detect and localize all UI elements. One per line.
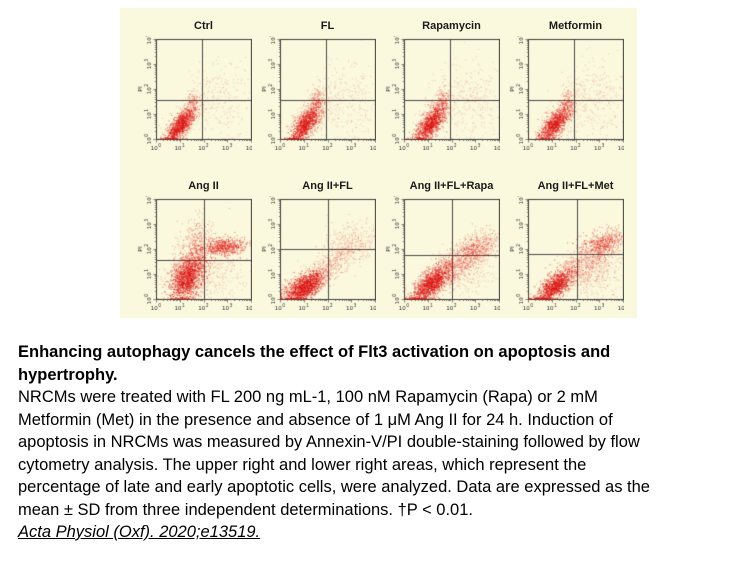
scatter-plot-ang-ii-fl-rapa: [376, 196, 500, 310]
citation-link[interactable]: Acta Physiol (Oxf). 2020;e13519.: [18, 523, 261, 541]
panel-title: Ang II+FL+Rapa: [409, 180, 494, 192]
caption-body-line: apoptosis in NRCMs was measured by Annex…: [18, 433, 640, 451]
fc-panel-ang-ii: Ang II: [128, 178, 252, 328]
caption-body-line: cytometry analysis. The upper right and …: [18, 455, 587, 474]
fc-panel-ctrl: Ctrl: [128, 18, 252, 168]
caption-body-line: percentage of late and early apoptotic c…: [18, 478, 650, 496]
caption-body-line: mean ± SD from three independent determi…: [18, 500, 473, 519]
panel-title: Ang II: [188, 180, 219, 192]
fc-panel-fl: FL: [252, 18, 376, 168]
caption-body-line: Metformin (Met) in the presence and abse…: [18, 410, 613, 429]
caption-body-line: NRCMs were treated with FL 200 ng mL-1, …: [18, 388, 598, 406]
scatter-plot-ang-ii-fl-met: [500, 196, 624, 310]
scatter-plot-ang-ii: [128, 196, 252, 310]
panel-title: FL: [320, 20, 335, 32]
fc-panel-ang-ii-fl-rapa: Ang II+FL+Rapa: [376, 178, 500, 328]
panel-title: Ang II+FL+Met: [537, 180, 614, 192]
fc-panel-metformin: Metformin: [500, 18, 624, 168]
fc-panel-ang-ii-fl-met: Ang II+FL+Met: [500, 178, 624, 328]
panel-title: Rapamycin: [422, 20, 481, 32]
figure-caption: Enhancing autophagy cancels the effect o…: [18, 341, 755, 544]
scatter-plot-fl: [252, 36, 376, 150]
scatter-plot-metformin: [500, 36, 624, 150]
fc-panel-rapamycin: Rapamycin: [376, 18, 500, 168]
panel-title: Ang II+FL: [302, 180, 353, 192]
caption-heading-line: Enhancing autophagy cancels the effect o…: [18, 343, 611, 361]
flow-cytometry-figure: Ctrl FL Rapamycin Metformin Ang II Ang II+FL A…: [120, 8, 637, 318]
scatter-plot-ctrl: [128, 36, 252, 150]
panel-title: Ctrl: [194, 20, 213, 32]
panel-title: Metformin: [548, 20, 603, 32]
scatter-plot-ang-ii-fl: [252, 196, 376, 310]
fc-panel-ang-ii-fl: Ang II+FL: [252, 178, 376, 328]
caption-heading-line: hypertrophy.: [18, 365, 118, 384]
scatter-plot-rapamycin: [376, 36, 500, 150]
